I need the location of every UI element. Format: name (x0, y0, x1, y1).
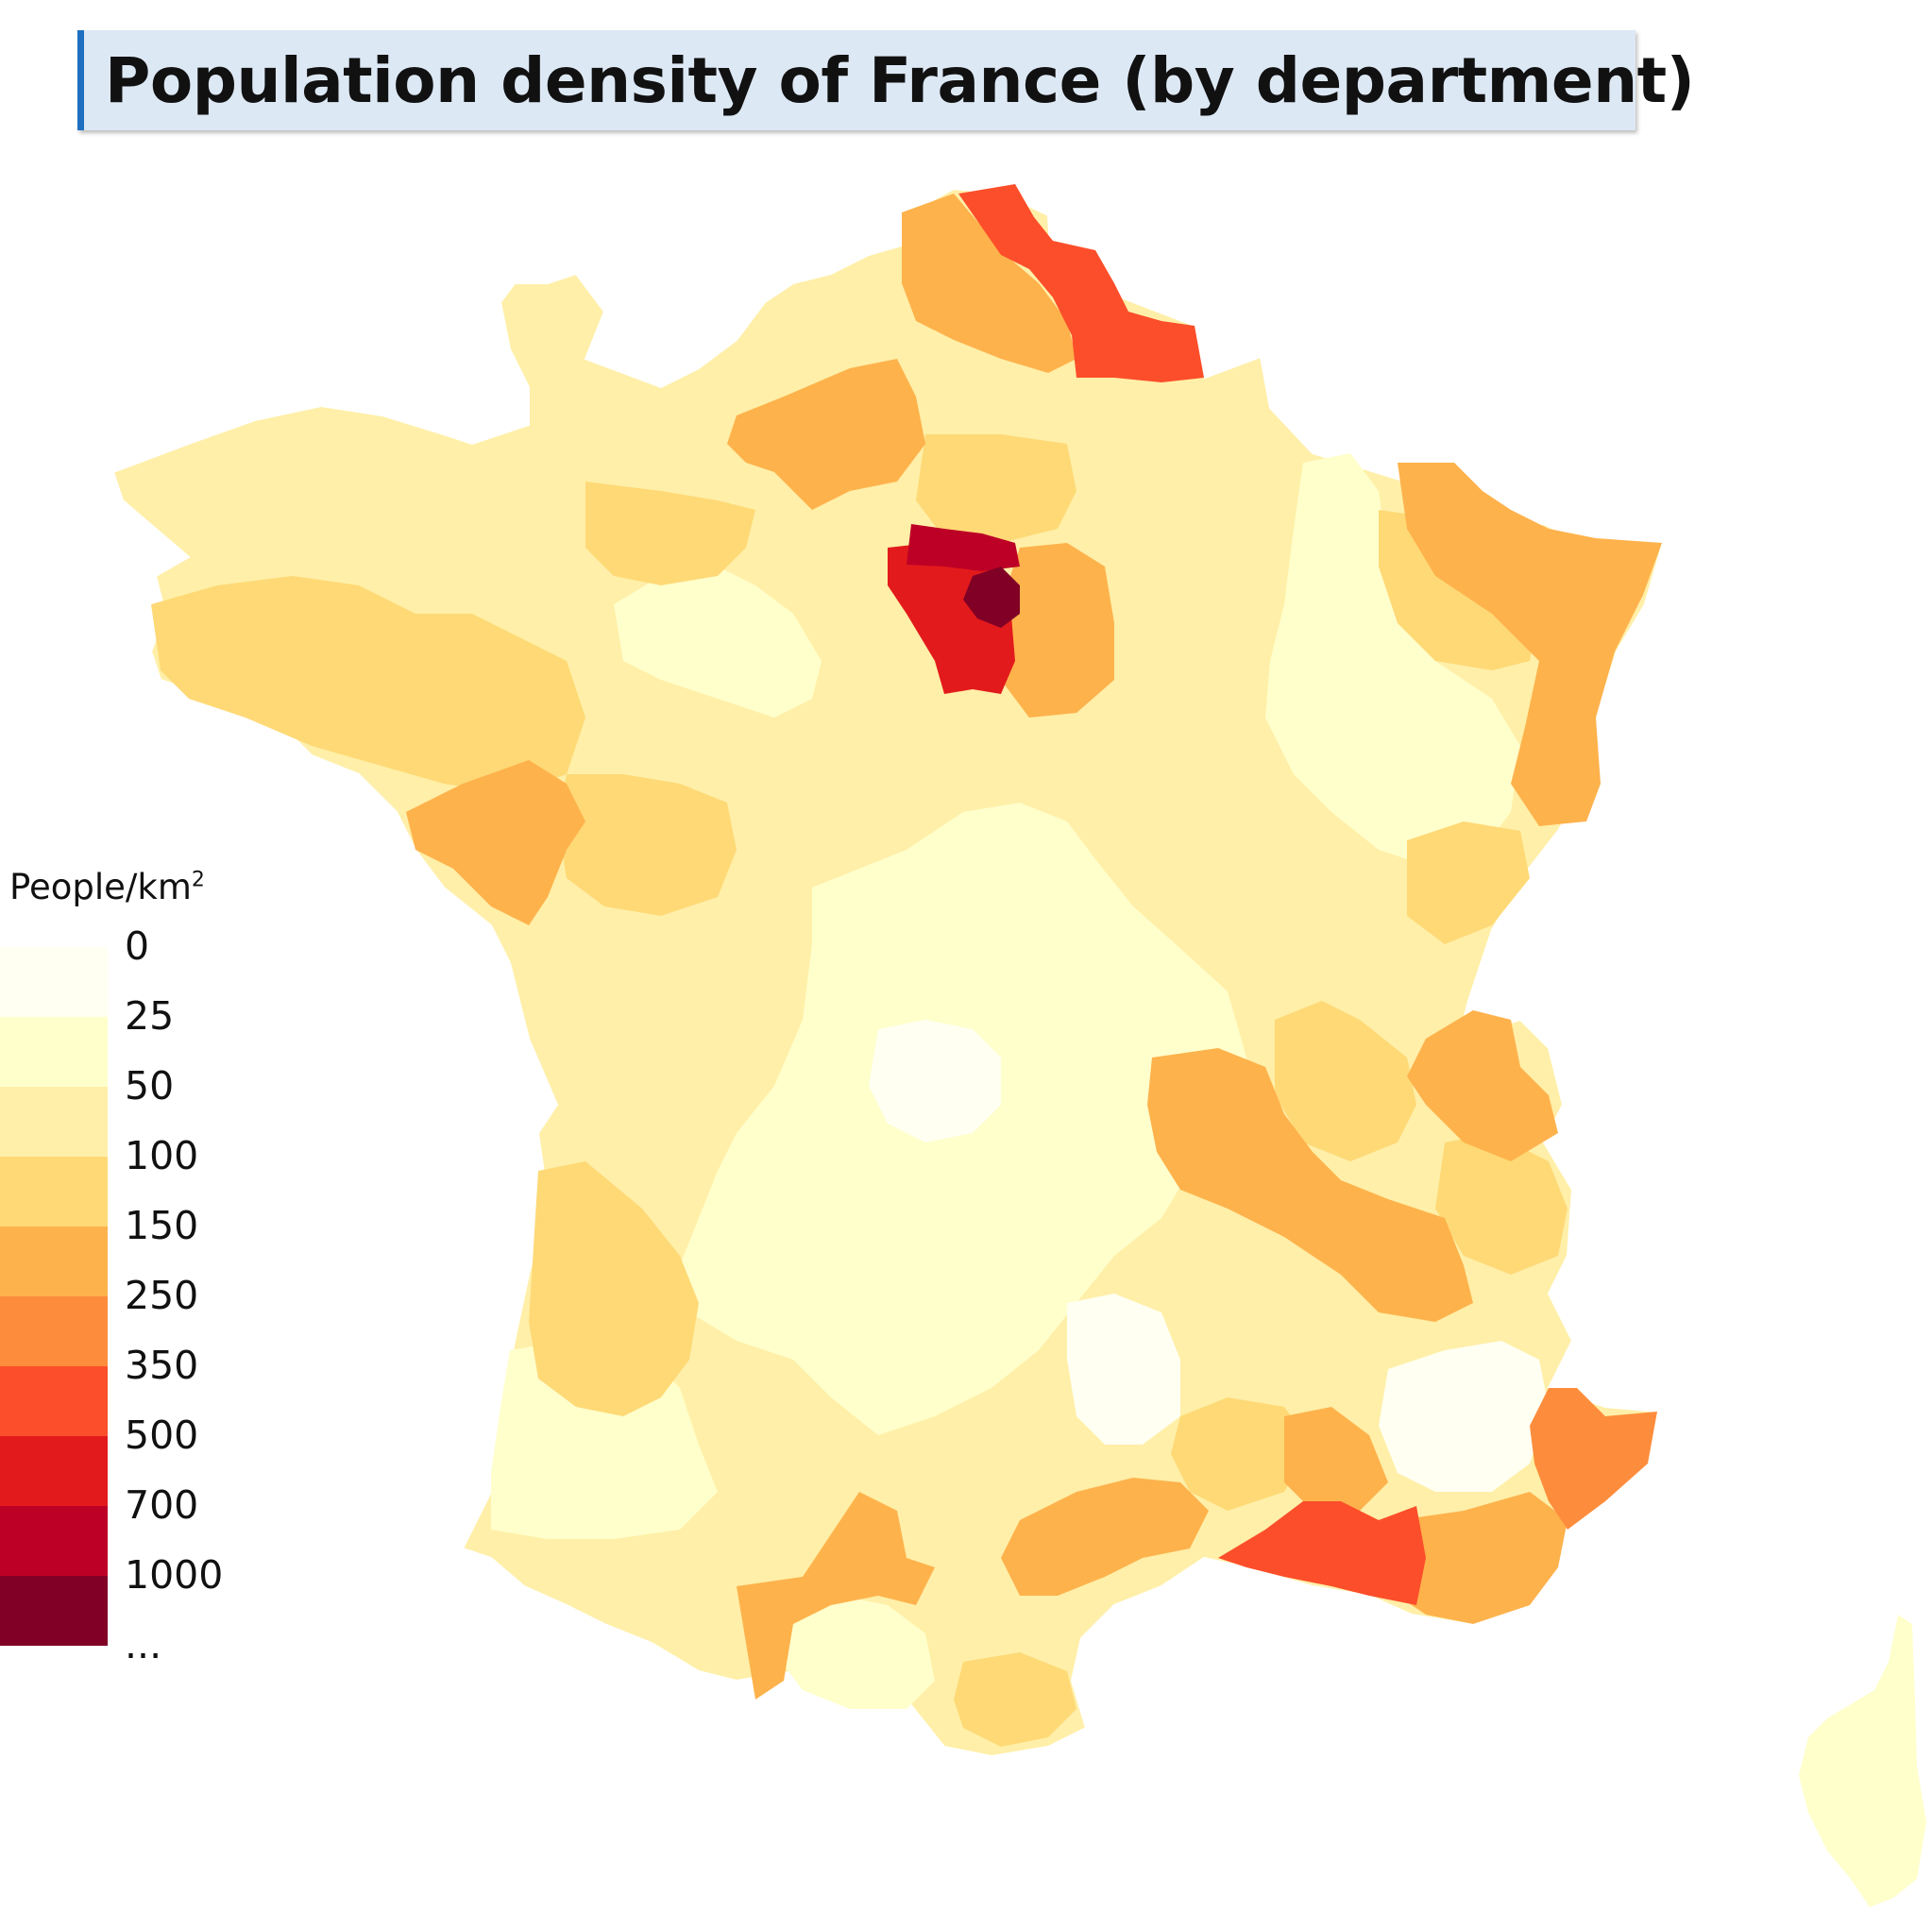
rhone-alpes-zone (1275, 1001, 1416, 1161)
herault-zone (1001, 1478, 1209, 1596)
rhone-zone (1147, 1048, 1473, 1322)
legend-label: 0 (125, 923, 150, 969)
legend-label: 700 (125, 1482, 199, 1528)
pyrenees-light-zone (774, 1596, 935, 1709)
savoie-zone (1435, 1133, 1568, 1275)
legend-swatch-3 (0, 1157, 108, 1227)
doubs-zone (1407, 821, 1530, 944)
aude-zone (954, 1652, 1076, 1747)
alpes-maritimes-zone (1530, 1388, 1657, 1530)
brittany-zone (151, 576, 585, 793)
legend-swatch-1 (0, 1017, 108, 1087)
legend-swatch-8 (0, 1506, 108, 1576)
loire-atlantique-zone (406, 760, 585, 925)
map-title-box: Population density of France (by departm… (77, 30, 1695, 130)
legend-swatch-7 (0, 1436, 108, 1506)
map-title: Population density of France (by departm… (105, 43, 1695, 117)
oise-zone (916, 434, 1076, 543)
alps-light-zone (1379, 1341, 1549, 1492)
var-zone (1398, 1492, 1568, 1624)
legend-label: ... (125, 1622, 162, 1667)
legend-swatch-0 (0, 947, 108, 1017)
alsace-zone (1398, 463, 1662, 826)
legend-label: 25 (125, 993, 175, 1039)
legend-label: 1000 (125, 1552, 224, 1598)
haute-garonne-zone (737, 1492, 935, 1700)
legend-label: 150 (125, 1203, 199, 1248)
lorraine-light-zone (1265, 453, 1520, 869)
legend-label: 250 (125, 1273, 199, 1318)
pas-de-calais-zone (902, 194, 1076, 373)
legend-label: 350 (125, 1343, 199, 1388)
vaucluse-zone (1284, 1407, 1388, 1511)
legend-label: 500 (125, 1413, 199, 1458)
loire-zone (557, 774, 737, 916)
paris-petite-couronne-zone (963, 567, 1020, 628)
nord-zone (958, 184, 1204, 382)
calvados-zone (585, 482, 755, 585)
gironde-zone (529, 1161, 699, 1416)
gard-zone (1171, 1397, 1313, 1511)
legend-swatch-4 (0, 1227, 108, 1296)
bouches-du-rhone-zone (1218, 1501, 1426, 1605)
orleans-light-zone (614, 567, 822, 718)
seine-et-marne-zone (1001, 543, 1114, 718)
seine-maritime-zone (727, 359, 925, 510)
legend-swatch-9 (0, 1576, 108, 1646)
legend-swatch-6 (0, 1366, 108, 1436)
legend-swatch-2 (0, 1087, 108, 1157)
legend-color-bar (0, 947, 108, 1646)
legend-label: 50 (125, 1063, 175, 1108)
legend-swatch-5 (0, 1296, 108, 1366)
legend-label: 100 (125, 1133, 199, 1178)
corsica-island (1799, 1615, 1926, 1907)
legend-title: People/km2 (9, 867, 205, 907)
haute-savoie-zone (1407, 1010, 1558, 1161)
val-d-oise-zone (907, 524, 1020, 571)
creuse-light-zone (869, 1020, 1001, 1142)
lozere-light-zone (1067, 1294, 1180, 1445)
